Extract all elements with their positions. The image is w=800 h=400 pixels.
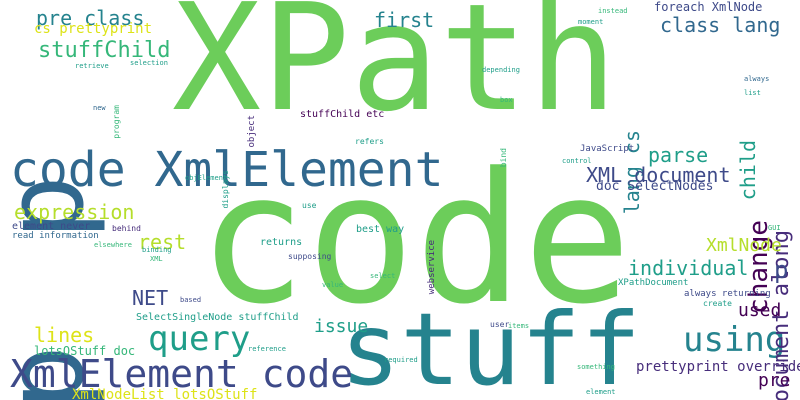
word-binding: binding (142, 246, 172, 254)
word-depending: depending (482, 66, 520, 74)
word-object: object (247, 115, 257, 148)
word-retrieve: retrieve (75, 62, 109, 70)
word-xpath: XPath (172, 0, 618, 144)
word-individual: individual (628, 256, 749, 280)
word-xpathdocument: XPathDocument (618, 278, 689, 288)
word-use: use (302, 201, 317, 210)
word-p: p (774, 256, 789, 284)
word-read-information: read information (12, 231, 99, 241)
word-always: always (744, 75, 770, 83)
word-lines: lines (34, 323, 95, 347)
word-value: value (322, 281, 344, 289)
word-code-xmlelement: code XmlElement (10, 142, 444, 198)
word-code: code (198, 135, 632, 344)
word-stuffchild: stuffChild (38, 38, 171, 63)
word-element: element (586, 388, 616, 396)
word-javascript: JavaScript (580, 144, 635, 154)
word-xmlnode: XmlNode (706, 235, 782, 256)
word-prettyprint-override: prettyprint override (636, 359, 800, 375)
word-using: using (683, 320, 786, 360)
word-net: NET (132, 286, 169, 310)
word-issue: issue (314, 316, 369, 337)
word-list: list (744, 89, 761, 97)
word-required: required (384, 356, 418, 364)
word-cs-prettyprint: cs prettyprint (34, 21, 153, 37)
word-something: something (577, 363, 615, 371)
word-reference: reference (248, 345, 286, 353)
word-objelement: objElement (185, 174, 228, 182)
word-pre-class: pre class (36, 6, 145, 30)
word-control: control (562, 157, 592, 165)
word-used: used (738, 300, 782, 321)
word-supposing: supposing (288, 252, 332, 261)
word-child: child (736, 140, 760, 201)
word-xmlelement-code: XmlElement code (10, 352, 354, 396)
word-pre: pre (758, 370, 791, 391)
word-new: new (93, 104, 106, 112)
word-user: user (490, 320, 510, 329)
word-moment: moment (578, 18, 604, 26)
word-selectsinglenode-stuffchild: SelectSingleNode stuffChild (136, 312, 299, 323)
word-select: select (370, 272, 396, 280)
word-doc-selectnodes: doc SelectNodes (596, 179, 714, 194)
word-element-never: element never (12, 221, 91, 232)
word-xml-document: XML document (586, 163, 731, 187)
word-webservice: webservice (427, 240, 437, 295)
word-rest: rest (138, 230, 187, 254)
word-box: box (500, 96, 513, 104)
word-based: based (180, 296, 202, 304)
word-items: items (508, 322, 530, 330)
word-selection: selection (130, 59, 168, 67)
word-stuffchild-etc: stuffChild etc (300, 109, 385, 120)
word-query: query (148, 319, 251, 359)
word-behind: behind (112, 224, 141, 233)
word-always-returning: always returning (684, 289, 771, 299)
word-best-way: best way (356, 224, 405, 235)
word-instead: instead (598, 7, 628, 15)
word-xmlnodelist-lotsostuff: XmlNodeList lotsOStuff (72, 387, 258, 400)
word-returns: returns (260, 237, 303, 248)
word-foreach-xmlnode: foreach XmlNode (654, 0, 763, 14)
word-lotsostuff-doc: lotsOStuff doc (34, 344, 136, 358)
word-expression: expression (14, 200, 135, 224)
word-program: program (112, 105, 121, 139)
word-gui: GUI (768, 224, 781, 232)
word-refers: refers (355, 137, 384, 146)
word-elsewhere: elsewhere (94, 241, 132, 249)
word-class-lang: class lang (660, 13, 781, 37)
word-stuff: stuff (340, 291, 642, 400)
word-xml: XML (150, 255, 163, 263)
word-parse: parse (648, 143, 709, 167)
word-bind: bind (499, 148, 508, 168)
word-first: first (374, 8, 435, 32)
word-create: create (703, 299, 732, 308)
